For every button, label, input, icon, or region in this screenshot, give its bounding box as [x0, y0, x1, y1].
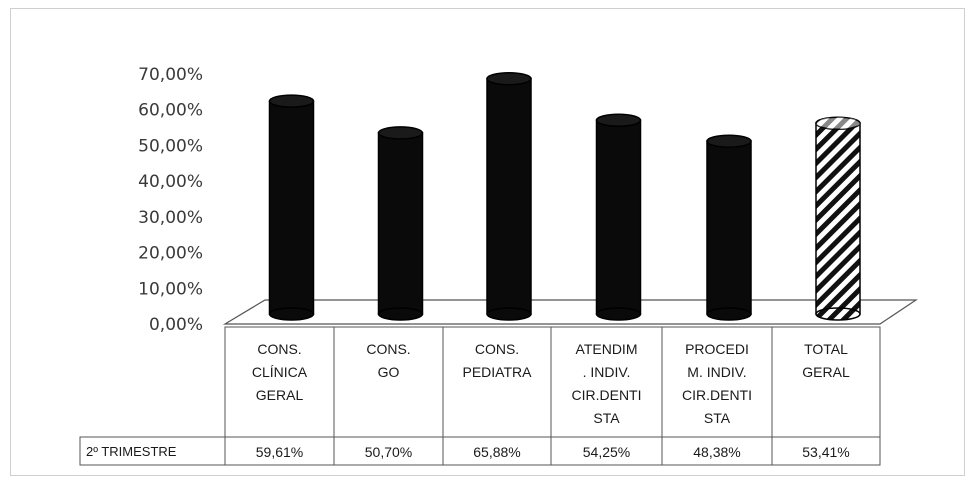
bar — [268, 94, 315, 321]
category-label-line: M. INDIV. — [687, 364, 746, 380]
category-label: PROCEDI M. INDIV. CIR.DENTI STA — [682, 341, 752, 426]
category-label-line: PEDIATRA — [463, 364, 533, 380]
category-label-line: CLÍNICA — [252, 364, 308, 380]
category-label-line: GERAL — [256, 387, 304, 403]
series-name: 2º TRIMESTRE — [86, 444, 177, 459]
y-axis: 0,00% 10,00% 20,00% 30,00% 40,00% 50,00% 60,00… — [138, 65, 203, 335]
category-label-line: TOTAL — [804, 341, 848, 357]
y-tick-label: 0,00% — [149, 315, 203, 335]
y-tick-label: 30,00% — [138, 208, 203, 228]
bars — [268, 71, 861, 321]
bar-body — [706, 140, 752, 315]
data-table: CONS. CLÍNICA GERAL CONS. GO CONS. PEDIATRA ATE… — [79, 326, 881, 466]
y-tick-label: 10,00% — [138, 279, 203, 299]
bar-body — [815, 122, 861, 315]
bar-top-hatch — [816, 117, 860, 130]
table-value-row — [79, 436, 881, 466]
bar-base — [268, 307, 315, 321]
category-label-line: CIR.DENTI — [572, 387, 642, 403]
data-value-label: 50,70% — [365, 444, 412, 460]
y-tick-label: 40,00% — [138, 172, 203, 192]
data-value-label: 53,41% — [802, 444, 849, 460]
bar — [706, 134, 752, 321]
y-tick-label: 60,00% — [138, 101, 203, 121]
data-value-label: 48,38% — [693, 444, 740, 460]
category-label-line: PROCEDI — [685, 341, 749, 357]
bar-body — [595, 119, 642, 315]
chart-floor — [222, 299, 918, 325]
bar-top — [706, 134, 752, 148]
bar-body — [268, 100, 315, 315]
bar-total — [815, 116, 861, 321]
category-label-line: STA — [593, 410, 620, 426]
category-label-line: ATENDIM — [576, 341, 638, 357]
category-label-line: GO — [378, 364, 400, 380]
bar-base — [486, 307, 532, 321]
data-value-label: 65,88% — [473, 444, 520, 460]
bar-body — [486, 77, 532, 315]
category-label-line: CONS. — [257, 341, 301, 357]
bar-top — [486, 71, 532, 86]
table-header-box — [224, 326, 881, 438]
bar-top — [268, 94, 315, 108]
category-label-line: . INDIV. — [583, 364, 631, 380]
data-value-label: 54,25% — [583, 444, 630, 460]
category-label-line: GERAL — [802, 364, 850, 380]
category-label: CONS. GO — [366, 341, 410, 380]
bar — [377, 126, 424, 321]
y-tick-label: 70,00% — [138, 65, 203, 85]
category-label: TOTAL GERAL — [802, 341, 850, 380]
bar-base — [706, 307, 752, 321]
category-label: CONS. CLÍNICA GERAL — [252, 341, 308, 403]
floor-plane — [222, 299, 918, 325]
category-label: ATENDIM . INDIV. CIR.DENTI STA — [572, 341, 642, 426]
category-label: CONS. PEDIATRA — [463, 341, 533, 380]
category-label-line: STA — [704, 410, 731, 426]
y-tick-label: 20,00% — [138, 244, 203, 264]
y-tick-label: 50,00% — [138, 136, 203, 156]
bar — [486, 71, 532, 321]
category-label-line: CIR.DENTI — [682, 387, 752, 403]
bar-base — [815, 307, 861, 321]
bar-base — [377, 307, 424, 321]
bar-top — [595, 113, 642, 127]
chart-frame — [10, 8, 965, 476]
bar-base — [595, 307, 642, 321]
data-value-label: 59,61% — [256, 444, 303, 460]
bar — [595, 113, 642, 321]
category-label-line: CONS. — [366, 341, 410, 357]
bar-top — [377, 126, 424, 140]
bar-body — [377, 132, 424, 315]
category-label-line: CONS. — [475, 341, 519, 357]
